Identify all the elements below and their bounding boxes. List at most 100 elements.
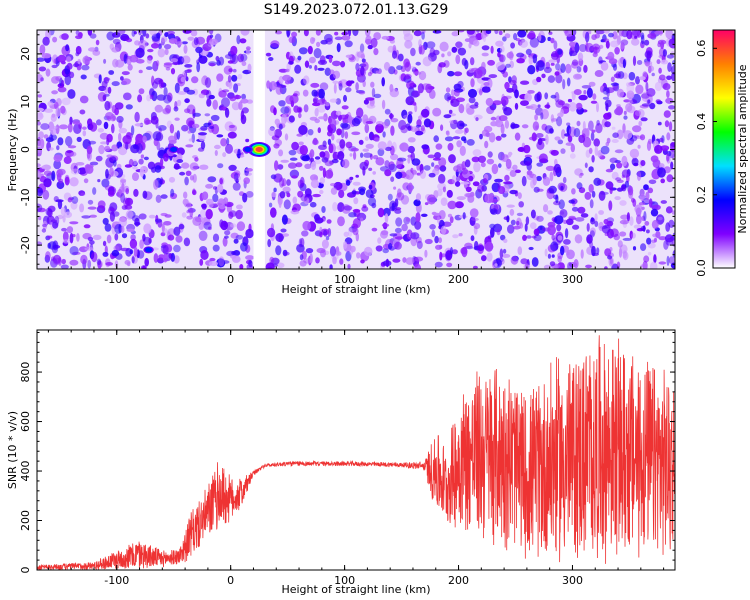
heatmap-cell	[355, 82, 359, 92]
heatmap-cell	[619, 231, 627, 237]
heatmap-cell	[228, 68, 233, 73]
heatmap-cell	[377, 207, 385, 218]
heatmap-cell	[520, 100, 529, 106]
heatmap-cell	[65, 44, 70, 52]
heatmap-cell	[87, 206, 97, 210]
heatmap-cell	[546, 102, 550, 110]
heatmap-cell	[152, 131, 162, 141]
heatmap-cell	[304, 163, 312, 169]
heatmap-cell	[53, 101, 59, 110]
heatmap-cell	[363, 246, 373, 257]
heatmap-cell	[200, 141, 206, 150]
heatmap-cell	[209, 126, 214, 129]
heatmap-cell	[294, 64, 302, 74]
heatmap-cell	[270, 207, 277, 218]
heatmap-cell	[161, 223, 165, 233]
heatmap-cell	[107, 86, 112, 94]
heatmap-cell	[143, 223, 152, 234]
heatmap-cell	[432, 30, 442, 34]
heatmap-cell	[222, 237, 228, 247]
heatmap-cell	[421, 213, 428, 217]
heatmap-cell	[473, 40, 480, 47]
heatmap-cell	[329, 69, 335, 75]
heatmap-cell	[445, 130, 449, 135]
heatmap-cell	[413, 199, 421, 207]
heatmap-cell	[334, 36, 343, 41]
heatmap-cell	[307, 129, 314, 136]
heatmap-cell	[174, 117, 180, 121]
heatmap-cell	[296, 244, 305, 253]
heatmap-cell	[98, 74, 102, 84]
heatmap-cell	[594, 146, 598, 156]
heatmap-cell	[483, 82, 490, 86]
heatmap-cell	[37, 170, 42, 180]
heatmap-cell	[544, 248, 548, 257]
heatmap-cell	[622, 220, 628, 228]
heatmap-cell	[422, 56, 432, 67]
x-tick-label: 100	[334, 574, 355, 587]
heatmap-cell	[312, 193, 321, 198]
heatmap-cell	[207, 176, 217, 183]
heatmap-cell	[124, 260, 131, 265]
heatmap-cell	[553, 40, 558, 50]
heatmap-cell	[153, 253, 159, 263]
heatmap-cell	[241, 107, 249, 114]
heatmap-cell	[644, 221, 650, 226]
heatmap-cell	[404, 74, 411, 80]
heatmap-cell	[137, 250, 145, 259]
heatmap-cell	[83, 224, 91, 229]
heatmap-cell	[332, 80, 339, 84]
heatmap-cell	[442, 186, 446, 193]
heatmap-cell	[191, 123, 200, 129]
heatmap-cell	[209, 34, 214, 38]
heatmap-cell	[314, 64, 318, 71]
heatmap-peak	[244, 147, 252, 152]
y-tick-label: -10	[19, 188, 32, 206]
heatmap-cell	[481, 86, 491, 93]
heatmap-cell	[487, 59, 495, 66]
heatmap-cell	[142, 135, 147, 143]
heatmap-cell	[102, 251, 109, 257]
heatmap-cell	[235, 209, 243, 220]
heatmap-cell	[388, 243, 393, 250]
heatmap-cell	[67, 145, 77, 149]
heatmap-cell	[352, 208, 361, 213]
y-tick-label: 0	[19, 567, 32, 574]
heatmap-cell	[471, 67, 480, 72]
heatmap-cell	[231, 101, 241, 111]
heatmap-cell	[316, 247, 326, 254]
heatmap-cell	[608, 32, 614, 38]
heatmap-cell	[524, 223, 528, 232]
heatmap-cell	[81, 64, 90, 71]
heatmap-cell	[198, 222, 205, 230]
heatmap-cell	[92, 49, 101, 56]
heatmap-cell	[298, 47, 308, 55]
heatmap-cell	[311, 89, 318, 97]
heatmap-cell	[640, 117, 648, 122]
heatmap-cell	[429, 224, 436, 230]
heatmap-cell	[596, 119, 600, 126]
heatmap-cell	[228, 81, 233, 89]
heatmap-cell	[228, 211, 234, 219]
heatmap-cell	[651, 72, 655, 77]
heatmap-cell	[39, 44, 46, 55]
heatmap-cell	[667, 62, 672, 72]
heatmap-cell	[670, 65, 675, 75]
heatmap-cell	[62, 239, 71, 244]
heatmap-cell	[201, 191, 209, 200]
heatmap-cell	[470, 217, 479, 221]
heatmap-cell	[433, 49, 440, 56]
heatmap-cell	[145, 33, 150, 39]
heatmap-cell	[50, 256, 56, 262]
heatmap-cell	[228, 124, 235, 129]
heatmap-cell	[124, 204, 133, 210]
heatmap-cell	[176, 99, 182, 107]
heatmap-cell	[284, 133, 289, 141]
heatmap-cell	[184, 64, 193, 68]
heatmap-cell	[389, 200, 397, 211]
heatmap-cell	[187, 36, 195, 41]
heatmap-cell	[367, 44, 373, 50]
heatmap-cell	[301, 230, 309, 237]
heatmap-cell	[202, 43, 212, 52]
heatmap-cell	[317, 59, 328, 65]
